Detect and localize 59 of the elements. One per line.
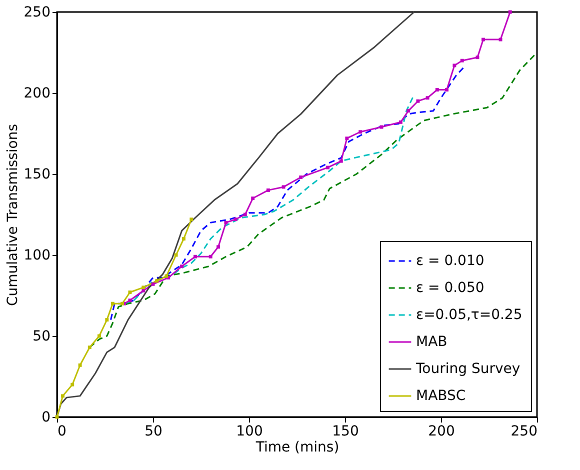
point	[326, 166, 330, 170]
point	[190, 218, 194, 222]
x-tick-label: 200	[428, 424, 455, 440]
point	[251, 196, 255, 200]
point	[105, 318, 109, 322]
x-axis-title: Time (mins)	[254, 440, 340, 456]
point	[398, 120, 402, 124]
point	[445, 88, 448, 92]
point	[345, 136, 349, 140]
point	[482, 38, 485, 42]
x-tick-label: 150	[332, 424, 359, 440]
point	[216, 245, 220, 249]
point	[142, 286, 146, 290]
point	[88, 346, 92, 350]
y-tick-label: 150	[24, 166, 50, 182]
point	[182, 237, 186, 241]
point	[452, 64, 456, 68]
x-tick-label: 250	[510, 424, 538, 440]
point	[416, 99, 420, 103]
point	[61, 394, 64, 398]
legend-label: MAB	[416, 334, 448, 350]
point	[78, 363, 82, 367]
point	[155, 279, 159, 283]
y-tick-label: 100	[24, 248, 50, 264]
y-tick-label: 200	[24, 86, 50, 102]
point	[234, 218, 238, 222]
x-tick-label: 50	[144, 424, 162, 440]
y-axis-title: Cumulative Transmissions	[4, 124, 21, 306]
point	[282, 185, 286, 189]
point	[406, 109, 410, 113]
point	[224, 220, 228, 224]
point	[299, 176, 303, 179]
legend-label: ε=0.05,τ=0.25	[416, 307, 522, 323]
point	[142, 288, 146, 292]
y-tick-label: 50	[32, 328, 50, 344]
x-tick-label: 100	[236, 424, 263, 440]
point	[426, 96, 430, 100]
point	[358, 130, 362, 134]
point	[266, 188, 270, 192]
legend-label: MABSC	[416, 388, 466, 404]
legend-label: ε = 0.010	[416, 253, 484, 269]
legend-label: Touring Survey	[415, 361, 520, 377]
point	[498, 38, 502, 42]
point	[208, 254, 212, 258]
y-tick-label: 250	[24, 4, 50, 20]
point	[128, 290, 132, 294]
point	[476, 56, 480, 60]
point	[110, 302, 114, 306]
point	[435, 88, 439, 92]
point	[194, 254, 197, 258]
legend-label: ε = 0.050	[416, 280, 484, 296]
x-tick-label: 0	[58, 424, 66, 440]
y-tick-label: 0	[42, 410, 50, 426]
point	[70, 382, 74, 386]
point	[339, 159, 343, 163]
point	[460, 58, 464, 62]
point	[180, 264, 184, 268]
point	[128, 298, 132, 302]
point	[380, 125, 384, 129]
